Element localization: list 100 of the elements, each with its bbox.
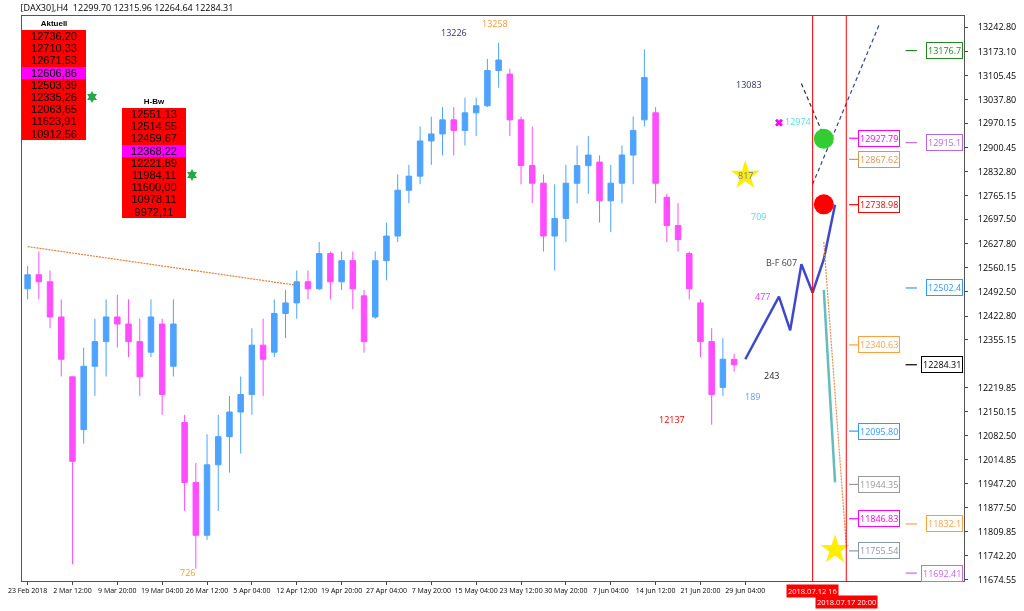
annotation: B-F 607 [766, 256, 798, 269]
ref-line-label: 11832.1 [928, 517, 962, 530]
candlestick [271, 298, 278, 358]
y-tick-label: 12560.15 [977, 260, 1017, 274]
ref-line-label: 12095.80 [860, 425, 899, 438]
y-tick-label: 13242.80 [977, 20, 1017, 34]
candlestick [484, 58, 491, 108]
point [813, 128, 834, 149]
candlestick [618, 145, 626, 204]
point [820, 534, 850, 563]
candlestick [529, 126, 536, 204]
annotation: 709 [751, 210, 767, 223]
candlestick [80, 347, 87, 445]
candlestick [372, 251, 379, 320]
y-tick-label: 11877.50 [977, 501, 1017, 515]
candlestick [259, 318, 267, 397]
candlestick [472, 97, 480, 137]
candlestick [226, 395, 233, 474]
y-tick-label: 12219.85 [977, 380, 1017, 394]
y-tick-label: 12627.80 [977, 236, 1017, 250]
candlestick [674, 202, 682, 252]
y-tick-label: 11947.20 [977, 476, 1017, 490]
candlestick [102, 298, 110, 377]
candlestick [428, 116, 435, 166]
annotation: 817 [738, 169, 754, 182]
ref-line-label: 12738.98 [860, 198, 899, 211]
candlestick [652, 106, 659, 204]
candlestick [282, 289, 289, 339]
candlestick [540, 173, 547, 252]
ref-line-label: 13176.7 [928, 44, 962, 57]
candlestick [663, 193, 671, 243]
candlestick [405, 164, 413, 204]
candlestick [349, 251, 357, 310]
point [775, 118, 783, 127]
candlestick [327, 251, 334, 300]
candlestick [125, 298, 132, 358]
candlestick [181, 414, 188, 512]
candlestick [136, 318, 143, 397]
annotation: 13083 [736, 78, 762, 91]
y-tick-label: 11742.20 [977, 548, 1017, 562]
ref-line-label: 11846.83 [860, 512, 899, 525]
candlestick [686, 251, 693, 300]
y-tick-label: 12150.15 [977, 405, 1017, 419]
ref-line-label: 11944.35 [860, 478, 899, 491]
candlestick [697, 298, 704, 358]
candlestick [719, 337, 727, 397]
candlestick [551, 183, 558, 272]
candlestick [383, 222, 390, 281]
candlestick [248, 327, 256, 416]
y-tick-label: 12765.15 [977, 188, 1017, 202]
ref-line-label: 12867.62 [860, 153, 899, 166]
candlestick [439, 106, 446, 156]
candlestick [708, 327, 715, 426]
annotation: 243 [764, 369, 780, 382]
candlestick [58, 298, 65, 377]
candlestick [506, 68, 514, 137]
candlestick [596, 154, 603, 224]
y-tick-label: 13037.80 [977, 92, 1017, 106]
y-tick-label: 12082.50 [977, 428, 1017, 442]
candlestick [46, 270, 54, 329]
annotation: 12974 [785, 115, 811, 128]
candlestick [360, 289, 368, 354]
ref-line-label: 12340.63 [860, 338, 899, 351]
candlestick [394, 173, 401, 243]
candlestick [237, 375, 244, 455]
text: Aktuell 12736,20 12710,33 12671,53 12606,86 12503,39 12335,26 12063,65 11623,91 10912,56 [31, 19, 77, 140]
y-tick-label: 11809.85 [977, 524, 1017, 538]
chart-title: [DAX30],H4 12299.70 12315.96 12264.64 12284.31 [20, 0, 234, 14]
ref-line-label: 12502.4 [928, 281, 962, 294]
y-tick-label: 12900.45 [977, 141, 1017, 154]
candlestick [607, 164, 614, 233]
candlestick [450, 106, 457, 156]
y-tick-label: 13105.45 [977, 68, 1017, 82]
candlestick [562, 164, 570, 243]
candlestick [215, 414, 222, 512]
text: H-Bw 12551,13 12514,55 12459,67 12368,22 12221,89 11984,11 11600,00 10978,11 9972,11 [131, 97, 177, 218]
candlestick [517, 116, 525, 185]
annotation: 13258 [482, 17, 508, 30]
y-tick-label: 11674.55 [977, 572, 1017, 586]
annotation: 189 [745, 390, 761, 403]
annotation: 726 [180, 566, 196, 579]
y-tick-label: 12014.85 [977, 452, 1017, 466]
candlestick [573, 145, 581, 204]
annotation: 477 [755, 290, 771, 303]
candlestick [147, 298, 155, 358]
y-tick-label: 12697.50 [977, 212, 1017, 226]
candlestick [315, 241, 323, 291]
candlestick [192, 462, 200, 570]
candlestick [461, 97, 469, 147]
candlestick [641, 48, 648, 128]
point [813, 194, 834, 215]
y-tick-label: 12832.80 [977, 164, 1017, 178]
candlestick [69, 375, 76, 565]
y-tick-label: 12492.50 [977, 284, 1017, 298]
ref-line-label: 12284.31 [923, 358, 962, 371]
y-tick-label: 13173.10 [977, 45, 1017, 59]
ref-line-label: 11755.54 [860, 544, 899, 557]
annotation: 13226 [441, 26, 467, 39]
candlestick [170, 298, 177, 377]
candlestick [730, 353, 738, 373]
